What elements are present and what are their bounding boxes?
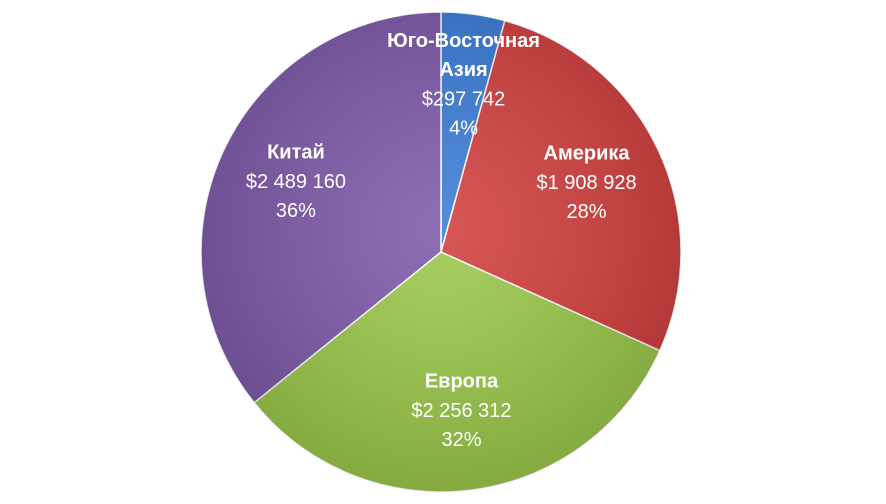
slice-label-value: $2 256 312 <box>411 400 511 422</box>
slice-label-percent: 28% <box>567 201 607 223</box>
slice-label-percent: 36% <box>276 200 316 222</box>
slice-label-percent: 4% <box>449 117 478 139</box>
slice-label-percent: 32% <box>441 429 481 451</box>
slice-label-name-line: Азия <box>439 59 487 81</box>
slice-label-value: $1 908 928 <box>536 172 636 194</box>
slice-label-name: Китай <box>267 142 325 164</box>
slice-label-name-line: Китай <box>267 142 325 164</box>
slice-label-value: $297 742 <box>422 88 505 110</box>
slice-label-name-line: Юго-Восточная <box>387 30 540 52</box>
labels: Юго-Восточная Азия $297 742 4% Америка $1 908… <box>246 30 637 450</box>
slice-label-name-line: Европа <box>425 371 499 393</box>
slice-label-name-line: Америка <box>544 143 631 165</box>
slice-label-value: $2 489 160 <box>246 171 346 193</box>
slice-label-name: Европа <box>425 371 499 393</box>
slice-label-name: Юго-Восточная Азия <box>387 30 540 81</box>
slice-label-name: Америка <box>544 143 631 165</box>
